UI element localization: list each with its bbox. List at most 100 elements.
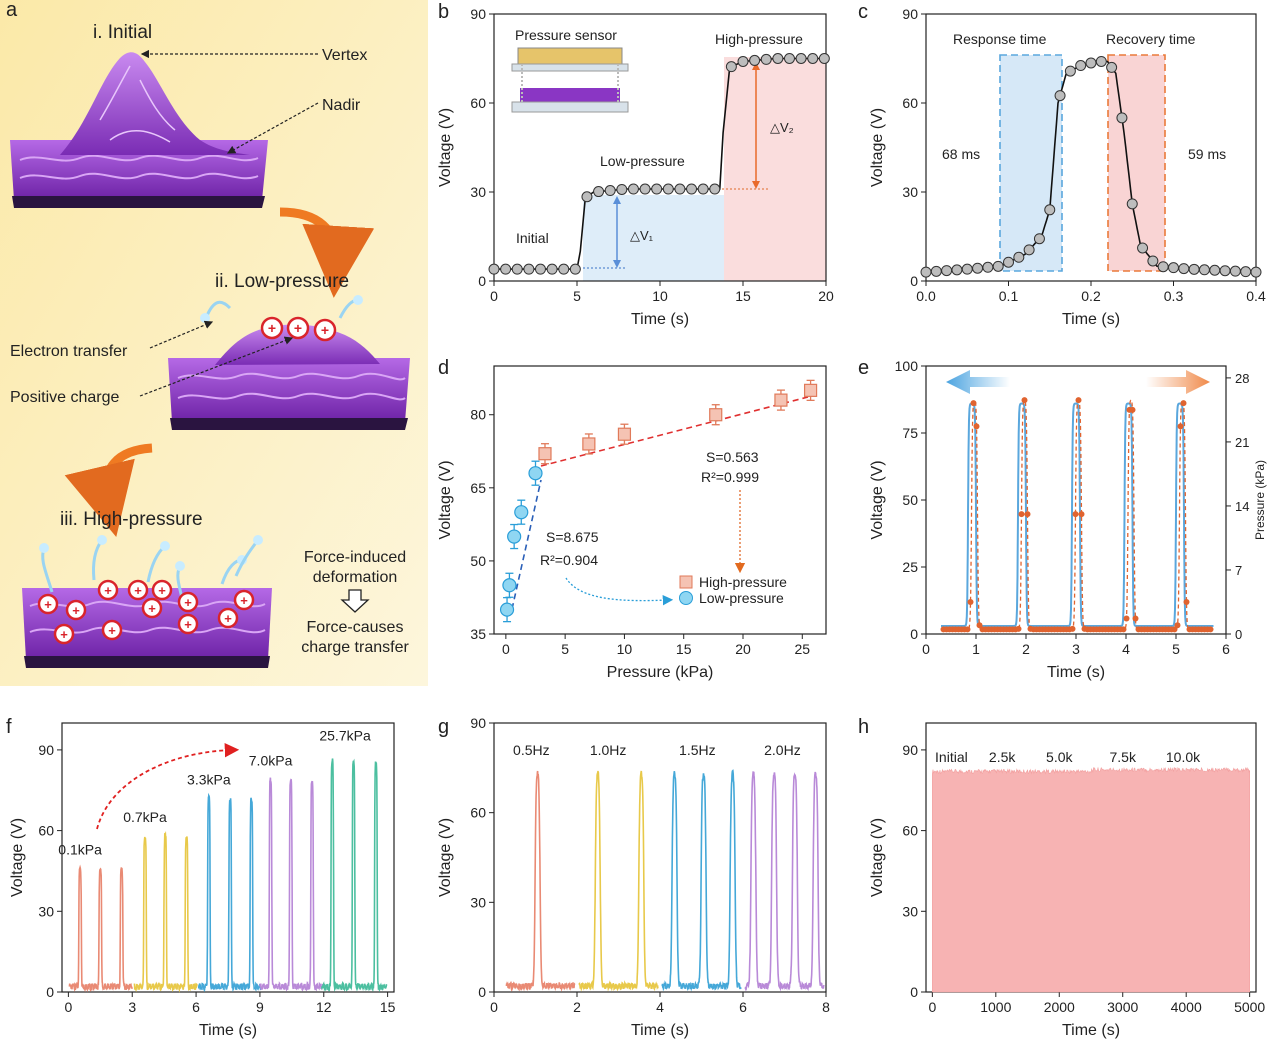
x-tick-label: 20 — [735, 641, 751, 657]
c-response-label: Response time — [953, 31, 1047, 47]
y-axis-label: Voltage (V) — [437, 460, 454, 539]
b-data-point — [569, 263, 581, 275]
e-pressure-point — [973, 423, 980, 430]
x-tick-label: 10 — [652, 288, 668, 304]
y-tick-label: 90 — [902, 742, 918, 758]
x-tick-label: 0.3 — [1164, 288, 1184, 304]
b-data-point — [639, 183, 651, 195]
y-tick-label: 75 — [902, 425, 918, 441]
b-data-point — [737, 55, 749, 67]
h-cycle-label: 10.0k — [1166, 749, 1201, 765]
b-data-point — [725, 61, 737, 73]
panel-g-chart: g 0 2 4 6 8 0 30 60 90 Time (s) Voltage (V) 0.5Hz 1.… — [437, 715, 830, 1039]
panel-b-chart: b Pressure sensor Initial Low-pressure H… — [437, 1, 834, 328]
b-dv1-label: △V₁ — [630, 228, 654, 243]
b-initial-label: Initial — [516, 230, 549, 246]
x-tick-label: 5 — [1172, 641, 1180, 657]
b-data-point — [627, 183, 639, 195]
flow-down-arrow-icon — [340, 589, 370, 613]
c-data-point — [972, 262, 984, 274]
d-legend-high: High-pressure — [699, 574, 787, 590]
x-tick-label: 0 — [64, 999, 72, 1015]
svg-text:+: + — [184, 595, 192, 610]
y2-tick-label: 0 — [1235, 627, 1242, 642]
c-response-ms: 68 ms — [942, 146, 980, 162]
flow-text-3: Force-causes — [307, 619, 404, 636]
g-series-0 — [505, 770, 576, 992]
svg-text:+: + — [184, 617, 192, 632]
c-data-point — [1219, 265, 1231, 277]
e-pressure-point — [1174, 622, 1181, 629]
y2-axis-label: Pressure (kPa) — [1253, 460, 1267, 540]
x-axis-label: Time (s) — [631, 311, 689, 328]
x-tick-label: 5 — [573, 288, 581, 304]
c-data-point — [1033, 233, 1045, 245]
svg-text:+: + — [268, 320, 276, 336]
nadir-pointer — [226, 102, 319, 154]
x-tick-label: 0 — [928, 999, 936, 1015]
x-tick-label: 0.0 — [916, 288, 936, 304]
svg-text:+: + — [104, 583, 112, 598]
x-tick-label: 3 — [128, 999, 136, 1015]
charge-icons-low: + + + — [260, 316, 337, 342]
y-tick-label: 65 — [470, 480, 486, 496]
x-tick-label: 3000 — [1107, 999, 1138, 1015]
e-pressure-point — [1180, 400, 1187, 407]
y-tick-label: 30 — [902, 903, 918, 919]
b-dv1-arrow-heads — [613, 196, 621, 268]
b-data-point — [709, 183, 721, 195]
b-data-point — [511, 263, 523, 275]
c-data-point — [982, 261, 994, 273]
e-pressure-point — [1021, 397, 1028, 404]
x-tick-label: 0 — [490, 288, 498, 304]
c-data-point — [941, 265, 953, 277]
f-series-label: 3.3kPa — [187, 771, 231, 787]
arrow-initial-to-low — [279, 207, 375, 298]
y2-tick-label: 7 — [1235, 563, 1242, 578]
c-data-point — [1106, 61, 1118, 73]
b-data-point — [749, 54, 761, 66]
stage-high-title: iii. High-pressure — [60, 509, 203, 530]
e-pressure-point — [1123, 615, 1130, 622]
x-tick-label: 3 — [1072, 641, 1080, 657]
x-tick-label: 12 — [316, 999, 332, 1015]
c-data-point — [1209, 264, 1221, 276]
b-sensor-label: Pressure sensor — [515, 27, 617, 43]
y-axis-label: Voltage (V) — [869, 108, 886, 187]
y-tick-label: 60 — [902, 823, 918, 839]
b-data-point — [534, 263, 546, 275]
c-recovery-box — [1107, 54, 1166, 272]
c-data-point — [1003, 256, 1014, 268]
f-series-1 — [133, 831, 198, 993]
d-point-low — [499, 602, 515, 617]
x-tick-label: 0 — [502, 641, 510, 657]
d-legend-marker-high — [679, 575, 693, 589]
x-tick-label: 4 — [656, 999, 664, 1015]
x-tick-label: 8 — [822, 999, 830, 1015]
c-data-point — [1250, 266, 1262, 278]
d-point-high — [774, 393, 788, 407]
f-series-label: 25.7kPa — [319, 728, 371, 744]
e-pressure-point — [1132, 615, 1139, 622]
initial-film-illustration — [10, 52, 268, 208]
svg-text:+: + — [108, 623, 116, 638]
x-axis-label: Time (s) — [199, 1022, 257, 1039]
y-tick-label: 80 — [470, 407, 486, 423]
svg-text:+: + — [158, 583, 166, 598]
plot-b-data: 0 5 10 15 20 0 30 60 90 Time (s) Voltage (V) — [437, 6, 834, 328]
panel-a-letter: a — [6, 0, 18, 21]
x-tick-label: 0.4 — [1246, 288, 1266, 304]
b-data-point — [818, 53, 830, 64]
c-data-point — [951, 264, 963, 276]
c-data-point — [1126, 198, 1138, 210]
y-tick-label: 25 — [902, 559, 918, 575]
f-series-0 — [68, 864, 133, 993]
d-fit-high-line — [540, 396, 809, 467]
b-dv2-label: △V₂ — [770, 120, 794, 135]
h-cycle-label: 2.5k — [989, 749, 1016, 765]
svg-text:+: + — [134, 583, 142, 598]
x-tick-label: 15 — [735, 288, 751, 304]
c-data-point — [1116, 112, 1128, 124]
c-data-point — [1147, 255, 1159, 267]
c-data-point — [1168, 262, 1179, 274]
